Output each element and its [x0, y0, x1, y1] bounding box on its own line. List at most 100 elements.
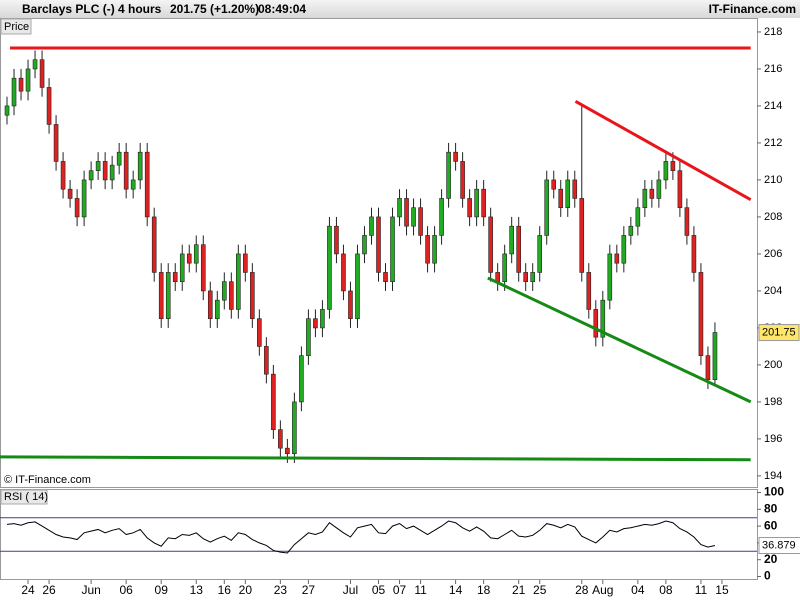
candle-body [81, 179, 87, 218]
panel-label: Price [4, 21, 29, 33]
y-tick-label: 0 [764, 569, 771, 583]
x-tick-label: 14 [449, 583, 463, 597]
candle-body [397, 198, 402, 218]
trendline [574, 100, 752, 202]
brand: IT-Finance.com [709, 2, 796, 16]
candle-body [95, 161, 101, 171]
trendline [0, 455, 751, 462]
y-tick-label: 208 [764, 211, 782, 223]
candle-body [523, 272, 528, 282]
candle-body [656, 179, 662, 199]
candle-body [67, 188, 73, 199]
x-tick-label: 26 [42, 583, 56, 597]
candle-body [390, 216, 395, 282]
x-tick-label: Jul [343, 583, 358, 597]
timeframe: 4 hours [118, 2, 162, 16]
y-tick-label: 214 [764, 100, 782, 112]
candle-body [642, 188, 648, 208]
candle-body [165, 272, 171, 319]
candle-body [691, 235, 697, 273]
candle-body [172, 272, 178, 282]
panel-label-box [0, 489, 48, 505]
rsi-badge [758, 537, 800, 555]
last-price: 201.75 (+1.20%) [170, 2, 259, 16]
y-tick-label: 204 [764, 285, 782, 297]
x-tick-label: Aug [592, 583, 613, 597]
x-tick-label: 24 [21, 583, 35, 597]
candle-body [362, 235, 367, 255]
candle-body [221, 281, 227, 301]
candle-body [649, 188, 655, 199]
candle-body [278, 429, 283, 449]
rsi-value-label: 36.879 [762, 539, 796, 551]
candle-body [236, 253, 241, 310]
candle-body [411, 207, 416, 227]
candle-body [158, 272, 164, 319]
candle-body [292, 401, 297, 455]
candle-body [425, 235, 430, 264]
candle-body [551, 179, 557, 190]
candle-body [32, 59, 38, 70]
x-tick-label: 25 [533, 583, 547, 597]
symbol: Barclays PLC (-) [22, 2, 115, 16]
candle-body [635, 207, 641, 227]
x-tick-label: 21 [512, 583, 526, 597]
candle-body [677, 170, 683, 208]
candle-body [4, 105, 10, 116]
candle-body [257, 318, 262, 347]
x-tick-label: 04 [631, 583, 645, 597]
panel-label: RSI ( 14) [4, 491, 48, 503]
candle-body [488, 216, 493, 273]
candle-body [137, 151, 143, 181]
candle-body [404, 198, 409, 227]
candle-body [130, 179, 136, 190]
candle-body [151, 216, 157, 273]
candle-body [593, 309, 599, 338]
candle-body [684, 207, 690, 236]
candle-body [11, 77, 17, 107]
candle-body [18, 77, 24, 92]
candle-body [586, 272, 592, 310]
candle-body [46, 87, 52, 125]
candle-body [306, 318, 311, 356]
x-tick-label: 06 [119, 583, 133, 597]
time: 08:49:04 [258, 2, 306, 16]
x-tick-label: Jun [81, 583, 100, 597]
candle-body [418, 207, 423, 236]
candle-body [348, 290, 353, 319]
candle-body [200, 244, 206, 292]
candle-body [109, 164, 115, 181]
candle-body [460, 161, 465, 199]
candle-body [123, 151, 129, 190]
candle-body [481, 188, 486, 218]
candle-body [334, 225, 339, 255]
candle-body [705, 355, 711, 381]
candle-body [229, 281, 234, 310]
candle-body [698, 272, 704, 356]
candle-body [193, 244, 199, 264]
x-tick-label: 11 [414, 583, 427, 597]
candle-body [376, 216, 381, 273]
candle-body [214, 299, 220, 319]
candle-body [313, 318, 318, 329]
y-tick-label: 60 [764, 518, 778, 532]
trendline [487, 276, 752, 404]
candle-body [509, 225, 514, 255]
candle-body [607, 253, 613, 301]
y-tick-label: 20 [764, 552, 778, 566]
candle-body [670, 161, 676, 171]
candle-body [327, 225, 332, 310]
candle-body [467, 198, 472, 218]
header-bar [0, 0, 800, 18]
x-tick-label: 07 [393, 583, 407, 597]
candle-body [285, 447, 290, 455]
candle-body [537, 235, 543, 273]
candle-body [439, 198, 444, 236]
candle-body [530, 272, 536, 282]
candle-body [369, 216, 374, 236]
candle-body [271, 373, 276, 430]
candle-body [579, 198, 585, 273]
x-tick-label: 09 [155, 583, 169, 597]
candle-body [446, 151, 451, 199]
candle-body [572, 179, 578, 199]
